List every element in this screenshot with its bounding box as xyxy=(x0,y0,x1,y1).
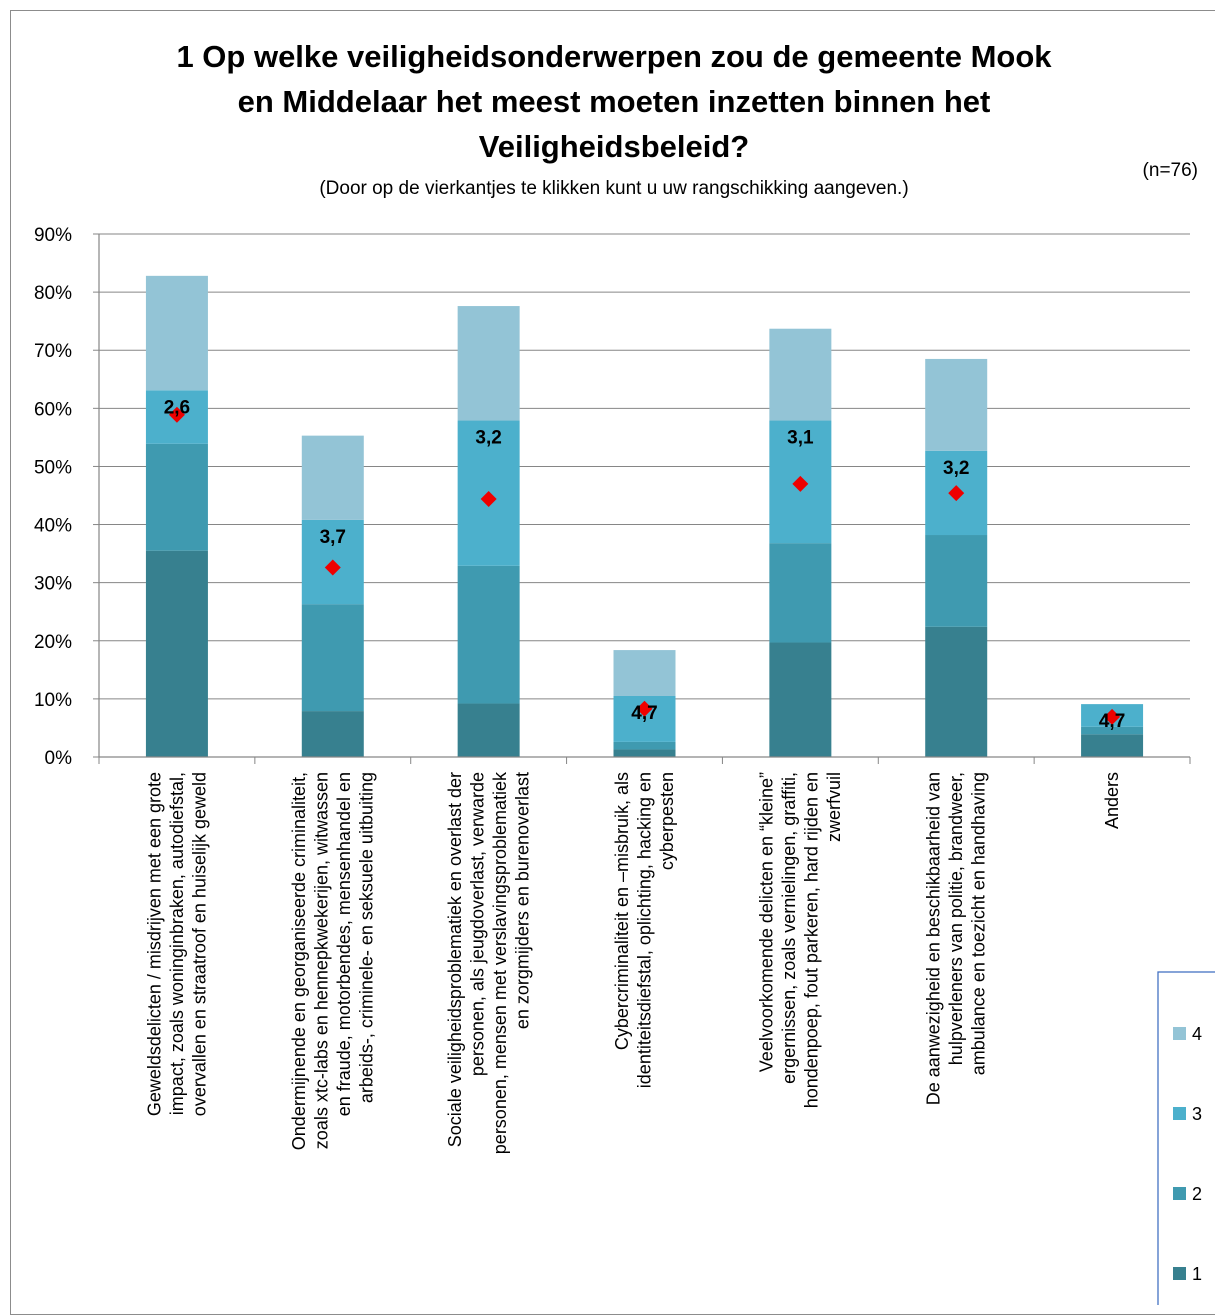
category-label: De aanwezigheid en beschikbaarheid van xyxy=(924,772,944,1105)
bar-segment-1 xyxy=(145,550,208,757)
category-label: en fraude, motorbendes, mensenhandel en xyxy=(334,772,354,1116)
bar-segment-4 xyxy=(457,306,520,421)
bar-segment-4 xyxy=(613,650,676,696)
average-label: 3,7 xyxy=(320,527,346,548)
bar-segment-4 xyxy=(769,328,832,421)
category-label: hondenpoep, fout parkeren, hard rijden e… xyxy=(802,772,822,1108)
bars xyxy=(145,275,1144,757)
x-axis xyxy=(98,234,1191,764)
average-markers xyxy=(168,406,1121,725)
average-label: 3,2 xyxy=(475,428,501,449)
y-tick-label: 60% xyxy=(34,399,72,420)
bar-segment-2 xyxy=(301,604,364,712)
chart-frame xyxy=(10,10,1215,1315)
average-label: 2,6 xyxy=(164,397,190,418)
category-label: Sociale veiligheidsproblematiek en overl… xyxy=(445,772,465,1147)
y-tick-label: 80% xyxy=(34,283,72,304)
legend-swatch-2 xyxy=(1173,1187,1186,1200)
category-labels: Geweldsdelicten / misdrijven met een gro… xyxy=(144,771,1122,1154)
average-marker xyxy=(792,475,809,492)
chart-title-line-2: en Middelaar het meest moeten inzetten b… xyxy=(238,84,991,119)
bar-segment-1 xyxy=(613,749,676,757)
category-label: personen, mensen met verslavingsproblema… xyxy=(490,771,510,1154)
sample-size-note: (n=76) xyxy=(1143,160,1198,181)
legend-swatch-3 xyxy=(1173,1107,1186,1120)
legend-label-4: 4 xyxy=(1192,1024,1202,1044)
category-label: ambulance en toezicht en handhaving xyxy=(969,772,989,1075)
chart-title-line-1: 1 Op welke veiligheidsonderwerpen zou de… xyxy=(176,39,1052,74)
average-marker xyxy=(948,485,965,502)
bar-segment-2 xyxy=(145,443,208,551)
category-label: ergernissen, zoals vernielingen, graffit… xyxy=(779,772,799,1084)
y-tick-label: 30% xyxy=(34,574,72,595)
average-label: 3,1 xyxy=(787,428,814,449)
category-label: personen, als jeugdoverlast, verwarde xyxy=(467,772,487,1076)
bar-segment-1 xyxy=(301,711,364,757)
legend-swatch-1 xyxy=(1173,1267,1186,1280)
bar-segment-1 xyxy=(457,703,520,757)
category-label: Anders xyxy=(1102,772,1122,829)
average-marker xyxy=(1104,708,1121,725)
category-label: Geweldsdelicten / misdrijven met een gro… xyxy=(144,772,164,1116)
category-label: hulpverleners van politie, brandweer, xyxy=(946,772,966,1065)
category-label: arbeids-, criminele- en seksuele uitbuit… xyxy=(357,772,377,1103)
legend: 4 3 2 1 xyxy=(1173,1024,1202,1284)
category-label: Ondermijnende en georganiseerde criminal… xyxy=(289,772,309,1150)
legend-swatch-4 xyxy=(1173,1027,1186,1040)
gridlines xyxy=(99,233,1190,700)
legend-box xyxy=(1157,971,1215,1305)
category-label: zwerfvuil xyxy=(824,772,844,842)
category-label: impact, zoals woninginbraken, autodiefst… xyxy=(167,772,187,1115)
bar-segment-2 xyxy=(769,543,832,643)
category-label: Cybercriminaliteit en –misbruik, als xyxy=(612,772,632,1050)
legend-label-3: 3 xyxy=(1192,1104,1202,1124)
average-marker xyxy=(636,700,653,717)
average-marker xyxy=(480,490,497,507)
bar-segment-2 xyxy=(457,565,520,704)
bar-segment-1 xyxy=(925,626,988,757)
chart-title-line-3: Veiligheidsbeleid? xyxy=(479,129,749,164)
bar-segment-1 xyxy=(769,642,832,757)
category-label: overvallen en straatroof en huiselijk ge… xyxy=(189,772,209,1116)
bar-segment-2 xyxy=(613,741,676,750)
average-label: 4,7 xyxy=(1099,711,1125,732)
legend-label-2: 2 xyxy=(1192,1184,1202,1204)
category-label: zoals xtc-labs en hennepkwekerijen, witw… xyxy=(312,772,332,1149)
category-label: en zorgmijders en burenoverlast xyxy=(512,772,532,1029)
category-label: Veelvoorkomende delicten en “kleine” xyxy=(757,772,777,1072)
category-label: identiteitsdiefstal, oplichting, hacking… xyxy=(635,772,655,1088)
y-axis-ticks: 0% 10% 20% 30% 40% 50% 60% 70% 80% 90% xyxy=(34,225,99,769)
chart-subtitle: (Door op de vierkantjes te klikken kunt … xyxy=(319,178,908,199)
average-label: 3,2 xyxy=(943,458,969,479)
y-tick-label: 50% xyxy=(34,457,72,478)
chart-title: 1 Op welke veiligheidsonderwerpen zou de… xyxy=(176,39,1052,164)
y-tick-label: 10% xyxy=(34,690,72,711)
average-marker xyxy=(324,559,341,576)
y-tick-label: 90% xyxy=(34,225,72,246)
y-tick-label: 40% xyxy=(34,516,72,537)
bar-segment-4 xyxy=(925,358,988,451)
y-tick-label: 20% xyxy=(34,632,72,653)
bar-segment-2 xyxy=(925,535,988,627)
legend-label-1: 1 xyxy=(1192,1264,1202,1284)
category-label: cyberpesten xyxy=(657,772,677,870)
y-tick-label: 70% xyxy=(34,341,72,362)
bar-segment-1 xyxy=(1081,734,1144,757)
average-label: 4,7 xyxy=(631,703,657,724)
y-tick-label: 0% xyxy=(45,748,73,769)
average-labels: 2,6 3,7 3,2 4,7 3,1 3,2 4,7 xyxy=(164,397,1126,732)
average-marker xyxy=(168,406,185,423)
bar-segment-4 xyxy=(301,435,364,520)
bar-segment-4 xyxy=(145,275,208,391)
bar-segment-2 xyxy=(1081,726,1144,735)
